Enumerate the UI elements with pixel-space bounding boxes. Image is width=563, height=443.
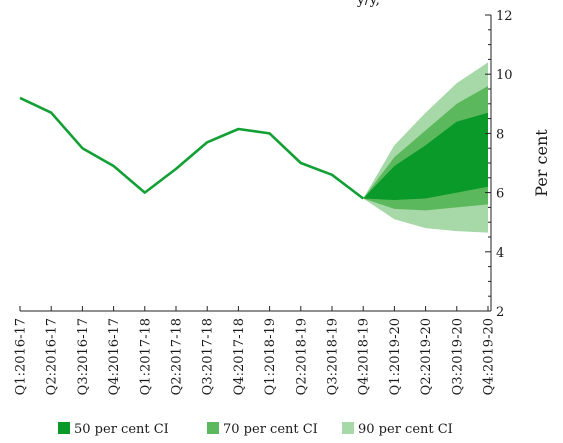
y-axis-label: Per cent xyxy=(532,129,551,197)
x-tick-label: Q1:2016-17 xyxy=(14,318,29,395)
x-tick-label: Q3:2018-19 xyxy=(326,318,341,395)
y-tick-label: 8 xyxy=(496,127,504,142)
x-tick-label: Q3:2016-17 xyxy=(76,318,91,395)
y-tick-label: 2 xyxy=(496,305,504,320)
legend-swatch xyxy=(58,422,70,434)
x-tick-label: Q4:2017-18 xyxy=(232,318,247,395)
ci-band-2 xyxy=(363,112,488,200)
x-tick-label: Q1:2017-18 xyxy=(138,318,153,395)
x-tick-label: Q3:2017-18 xyxy=(201,318,216,395)
y-tick-label: 10 xyxy=(496,68,513,83)
x-tick-label: Q2:2018-19 xyxy=(294,318,309,395)
y-tick-label: 4 xyxy=(496,246,504,261)
x-tick-label: Q2:2019-20 xyxy=(419,318,434,395)
legend-label: 90 per cent CI xyxy=(358,422,453,437)
axes xyxy=(19,14,492,312)
legend-label: 70 per cent CI xyxy=(223,422,318,437)
x-tick-label: Q1:2019-20 xyxy=(388,318,403,395)
x-tick-label: Q1:2018-19 xyxy=(263,318,278,395)
x-tick-label: Q4:2018-19 xyxy=(357,318,372,395)
actual-series xyxy=(19,96,364,200)
x-tick-label: Q2:2017-18 xyxy=(170,318,185,395)
y-tick-label: 6 xyxy=(496,187,504,202)
x-tick-label: Q3:2019-20 xyxy=(450,318,465,395)
y-tick-labels: 2 4 6 8 10 12 xyxy=(496,9,513,320)
actual-growth-line xyxy=(19,96,364,200)
x-tick-label: Q2:2016-17 xyxy=(45,318,60,395)
confidence-bands xyxy=(363,62,488,233)
legend-swatch xyxy=(342,422,354,434)
x-tick-label: Q4:2016-17 xyxy=(107,318,122,395)
chart-title-fragment: y/y, xyxy=(356,0,380,8)
legend-swatch xyxy=(207,422,219,434)
y-tick-label: 12 xyxy=(496,9,513,24)
legend-label: 50 per cent CI xyxy=(74,422,169,437)
x-tick-label: Q4:2019-20 xyxy=(482,318,497,395)
x-tick-labels: Q1:2016-17 Q2:2016-17 Q3:2016-17 Q4:2016-17… xyxy=(14,318,497,395)
legend: 50 per cent CI 70 per cent CI 90 per cent … xyxy=(58,422,453,437)
